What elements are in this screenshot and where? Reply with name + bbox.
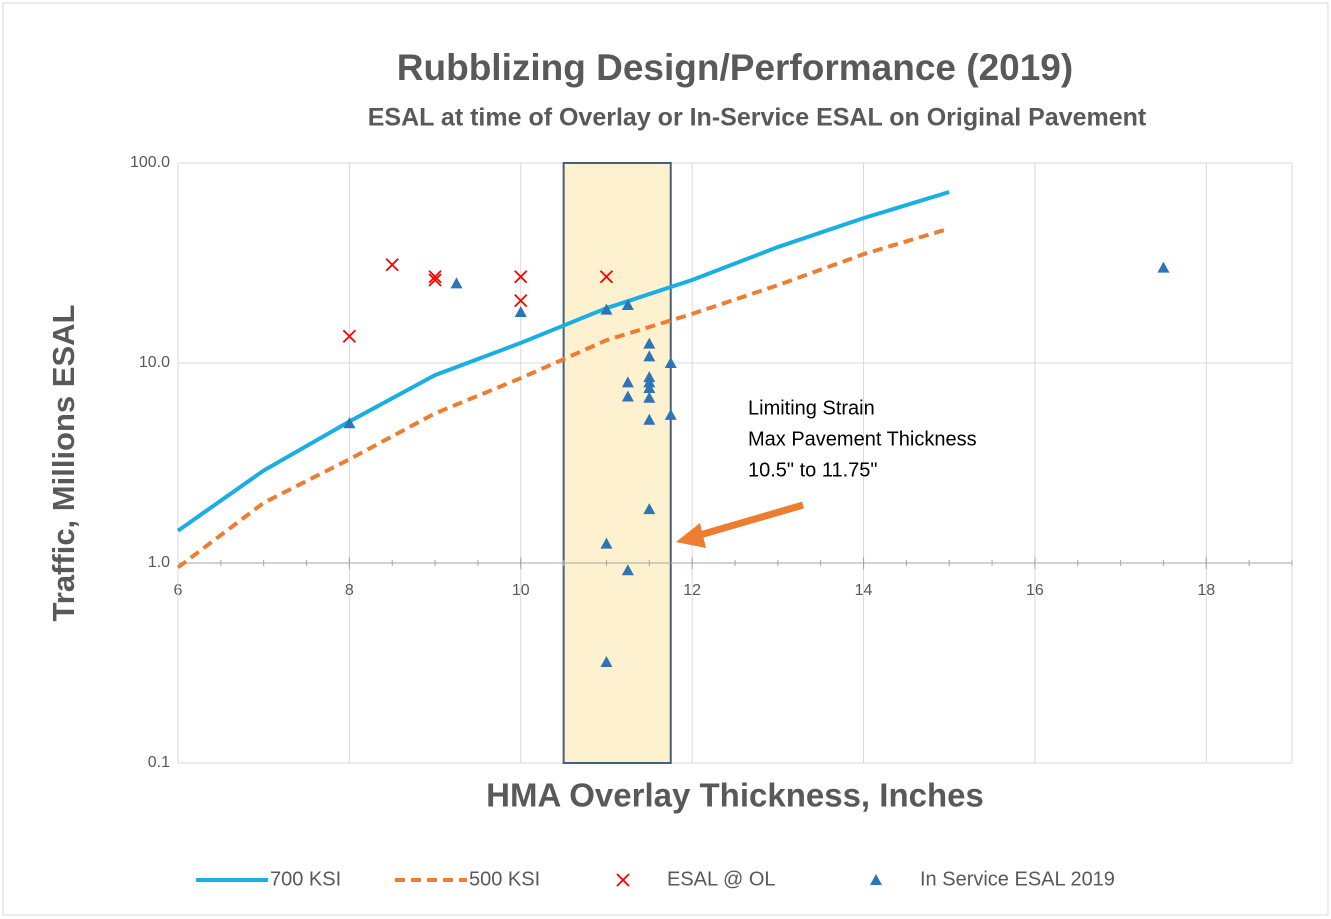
triangle-marker <box>621 390 634 402</box>
triangle-marker <box>621 298 634 310</box>
y-tick-label: 1.0 <box>148 554 170 571</box>
triangle-marker <box>643 413 656 425</box>
cross-marker <box>514 270 528 284</box>
cross-marker <box>616 873 630 887</box>
highlight-band <box>562 162 672 764</box>
cross-marker <box>514 294 528 308</box>
triangle-marker <box>643 337 656 349</box>
triangle-marker <box>1157 261 1170 273</box>
triangle-marker <box>643 376 656 388</box>
triangle-marker <box>600 303 613 315</box>
annotation: Max Pavement Thickness <box>748 428 977 450</box>
triangle-marker <box>643 503 656 515</box>
triangle-marker <box>664 357 677 368</box>
triangle-marker <box>664 408 677 420</box>
triangle-marker <box>870 874 882 885</box>
annotation: Limiting Strain <box>748 397 875 419</box>
legend-label: In Service ESAL 2019 <box>920 868 1115 890</box>
triangle-marker <box>643 391 656 403</box>
y-axis-title: Traffic, Millions ESAL <box>46 305 81 622</box>
triangle-marker <box>621 376 634 388</box>
cross-marker <box>385 258 399 272</box>
cross-marker <box>342 329 357 343</box>
cross-marker <box>599 270 614 284</box>
triangle-marker <box>450 277 463 289</box>
series-line <box>176 190 950 533</box>
annotation-arrow <box>699 501 804 539</box>
x-tick-label: 10 <box>512 582 530 599</box>
x-tick-label: 14 <box>855 582 873 599</box>
chart-subtitle: ESAL at time of Overlay or In-Service ES… <box>368 104 1147 132</box>
triangle-marker <box>643 350 656 362</box>
x-tick-label: 12 <box>683 582 701 599</box>
annotation: 10.5" to 11.75" <box>748 459 877 481</box>
annotation-arrowhead <box>676 523 706 548</box>
cross-marker <box>428 270 442 284</box>
x-tick-label: 18 <box>1197 582 1215 599</box>
series-line <box>176 226 950 570</box>
triangle-marker <box>343 417 356 429</box>
y-tick-label: 0.1 <box>148 754 170 771</box>
x-tick-label: 16 <box>1026 582 1044 599</box>
y-tick-label: 10.0 <box>139 354 170 371</box>
triangle-marker <box>514 305 527 317</box>
legend-label: 500 KSI <box>469 868 540 890</box>
chart-title: Rubblizing Design/Performance (2019) <box>397 47 1073 88</box>
x-axis-title: HMA Overlay Thickness, Inches <box>486 777 984 814</box>
triangle-marker <box>600 655 613 667</box>
triangle-marker <box>621 564 634 576</box>
triangle-marker <box>643 381 656 393</box>
triangle-marker <box>600 537 613 549</box>
legend-label: ESAL @ OL <box>667 868 776 890</box>
y-tick-label: 100.0 <box>130 154 170 171</box>
x-tick-label: 8 <box>345 582 354 599</box>
legend-label: 700 KSI <box>270 868 341 890</box>
cross-marker <box>428 273 442 287</box>
